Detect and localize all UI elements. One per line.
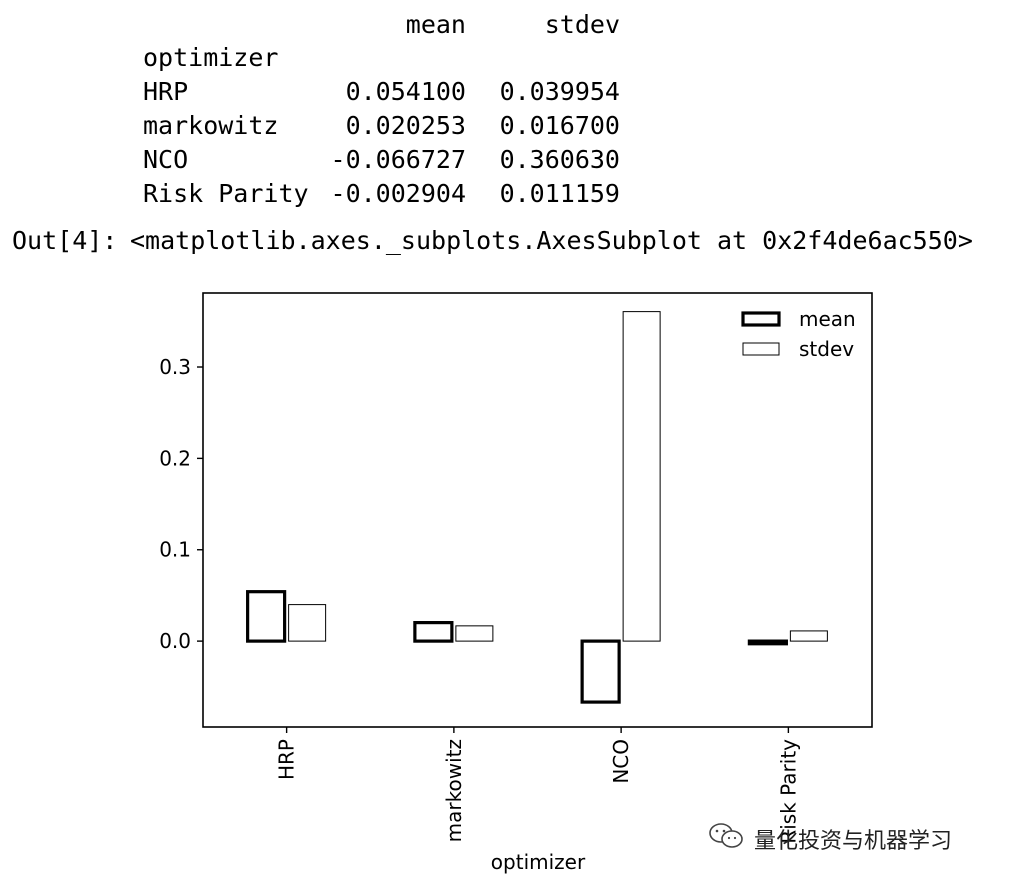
y-tick-label: 0.3 [159, 355, 191, 379]
legend-label-stdev: stdev [799, 337, 854, 361]
bar-stdev-markowitz [455, 625, 494, 642]
x-tick-label: NCO [609, 739, 633, 784]
column-header-stdev: stdev [544, 10, 620, 39]
dataframe-output: mean stdev optimizer HRP 0.054100 0.0399… [0, 0, 620, 580]
y-tick-label: 0.0 [159, 629, 191, 653]
x-tick-label: HRP [275, 739, 299, 780]
y-tick-label: 0.2 [159, 446, 191, 470]
x-axis-label: optimizer [491, 850, 586, 874]
legend-swatch-mean [741, 311, 781, 327]
row-mean: -0.066727 [330, 145, 466, 174]
output-prompt: Out[4]: [12, 226, 118, 255]
row-stdev: 0.016700 [499, 111, 620, 140]
row-stdev: 0.011159 [499, 179, 620, 208]
bar-mean-nco [580, 639, 621, 704]
bar-mean-hrp [246, 590, 287, 643]
y-axis: 0.0 0.1 0.2 0.3 [159, 355, 203, 653]
index-name: optimizer [143, 43, 279, 72]
bars-layer [246, 311, 828, 704]
watermark: 量化投资与机器学习 [708, 822, 952, 856]
x-tick-label: Risk Parity [776, 739, 800, 844]
row-mean: -0.002904 [330, 179, 466, 208]
row-label: HRP [143, 77, 189, 106]
legend: mean stdev [741, 307, 856, 361]
row-stdev: 0.039954 [499, 77, 620, 106]
bar-stdev-nco [622, 311, 661, 642]
bar-stdev-hrp [288, 604, 327, 642]
y-tick-label: 0.1 [159, 538, 191, 562]
output-repr: <matplotlib.axes._subplots.AxesSubplot a… [130, 226, 973, 255]
row-label: markowitz [143, 111, 279, 140]
bar-mean-markowitz [413, 621, 454, 643]
row-label: NCO [143, 145, 189, 174]
x-axis: HRP markowitz NCO Risk Parity [275, 727, 800, 844]
bar-mean-risk-parity [747, 639, 788, 646]
bar-stdev-risk-parity [789, 630, 828, 642]
row-stdev: 0.360630 [499, 145, 620, 174]
column-header-mean: mean [405, 10, 466, 39]
legend-label-mean: mean [799, 307, 856, 331]
plot-frame [202, 292, 873, 728]
row-label: Risk Parity [143, 179, 309, 208]
legend-swatch-stdev [742, 342, 780, 356]
row-mean: 0.020253 [345, 111, 466, 140]
watermark-text: 量化投资与机器学习 [754, 829, 953, 854]
row-mean: 0.054100 [345, 77, 466, 106]
wechat-icon [708, 822, 744, 856]
x-tick-label: markowitz [442, 739, 466, 842]
